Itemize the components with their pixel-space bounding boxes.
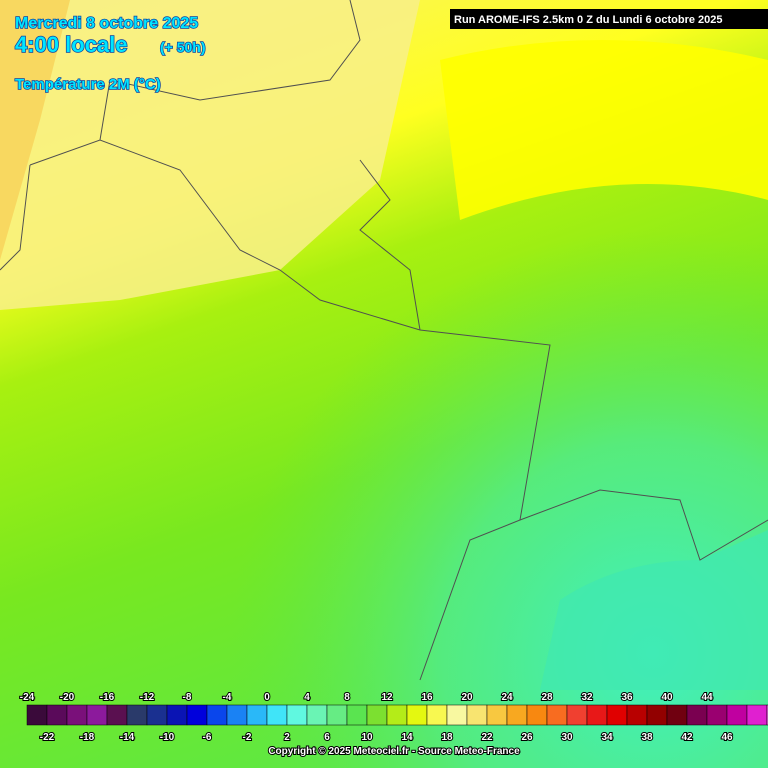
- run-box: [450, 9, 768, 29]
- legend-label: 46: [721, 732, 733, 743]
- legend-label: 28: [541, 692, 553, 703]
- legend-label: 22: [481, 732, 493, 743]
- legend-swatch: [126, 704, 148, 726]
- legend-swatch: [706, 704, 728, 726]
- legend-label: 16: [421, 692, 433, 703]
- legend-label: -12: [140, 692, 155, 703]
- legend-swatch: [726, 704, 748, 726]
- lead-time: (+ 50h): [160, 39, 206, 55]
- legend-label: -22: [40, 732, 55, 743]
- legend-swatch: [286, 704, 308, 726]
- variable: Température 2M (°C): [15, 76, 161, 93]
- legend-swatch: [506, 704, 528, 726]
- legend-label: -20: [60, 692, 75, 703]
- legend-swatch: [606, 704, 628, 726]
- legend-label: 0: [264, 692, 270, 703]
- legend-swatch: [146, 704, 168, 726]
- legend-swatch: [206, 704, 228, 726]
- legend-label: 36: [621, 692, 633, 703]
- legend-swatch: [526, 704, 548, 726]
- legend-label: 2: [284, 732, 290, 743]
- legend-label: 10: [361, 732, 373, 743]
- legend-label: -14: [120, 732, 135, 743]
- legend-swatch: [586, 704, 608, 726]
- legend-label: 34: [601, 732, 613, 743]
- legend-swatch: [226, 704, 248, 726]
- legend-swatch: [86, 704, 108, 726]
- legend-swatch: [386, 704, 408, 726]
- legend-swatch: [66, 704, 88, 726]
- legend-swatch: [246, 704, 268, 726]
- legend-label: 18: [441, 732, 453, 743]
- legend-label: -10: [160, 732, 175, 743]
- legend-swatch: [106, 704, 128, 726]
- legend-swatch: [746, 704, 768, 726]
- legend-swatch: [346, 704, 368, 726]
- legend-swatch: [366, 704, 388, 726]
- legend-label: 42: [681, 732, 693, 743]
- legend-label: 24: [501, 692, 513, 703]
- legend-swatch: [466, 704, 488, 726]
- legend-swatch: [566, 704, 588, 726]
- copyright: Copyright © 2025 Meteociel.fr - Source M…: [268, 746, 520, 757]
- legend-swatch: [546, 704, 568, 726]
- legend-label: 20: [461, 692, 473, 703]
- legend-swatch: [326, 704, 348, 726]
- legend-swatch: [486, 704, 508, 726]
- date: Mercredi 8 octobre 2025: [15, 15, 198, 32]
- legend-label: -6: [203, 732, 212, 743]
- legend-label: 8: [344, 692, 350, 703]
- time: 4:00 locale: [15, 32, 128, 57]
- legend-label: -2: [243, 732, 252, 743]
- legend-label: -4: [223, 692, 232, 703]
- legend-swatch: [426, 704, 448, 726]
- legend-swatch: [406, 704, 428, 726]
- borders: [0, 0, 768, 681]
- legend-swatch: [626, 704, 648, 726]
- legend-label: 14: [401, 732, 413, 743]
- legend-label: 38: [641, 732, 653, 743]
- legend-label: -16: [100, 692, 115, 703]
- legend-label: -8: [183, 692, 192, 703]
- alps-area: [540, 530, 768, 690]
- legend-label: 6: [324, 732, 330, 743]
- legend-label: 26: [521, 732, 533, 743]
- sea-area: [0, 0, 70, 260]
- legend-swatch: [26, 704, 48, 726]
- legend-swatch: [266, 704, 288, 726]
- legend-label: 32: [581, 692, 593, 703]
- legend-label: -24: [20, 692, 35, 703]
- legend-swatch: [46, 704, 68, 726]
- legend-swatch: [446, 704, 468, 726]
- legend-label: -18: [80, 732, 95, 743]
- legend-swatch: [166, 704, 188, 726]
- legend-swatch: [186, 704, 208, 726]
- legend: -24-22-20-18-16-14-12-10-8-6-4-202468101…: [19, 691, 768, 744]
- legend-swatch: [666, 704, 688, 726]
- legend-swatch: [686, 704, 708, 726]
- legend-label: 30: [561, 732, 573, 743]
- legend-label: 40: [661, 692, 673, 703]
- yellow-area: [440, 40, 768, 220]
- warm-area: [0, 0, 420, 310]
- legend-swatch: [646, 704, 668, 726]
- run-info: Run AROME-IFS 2.5km 0 Z du Lundi 6 octob…: [454, 14, 723, 26]
- legend-label: 12: [381, 692, 393, 703]
- legend-label: 44: [701, 692, 713, 703]
- legend-swatch: [306, 704, 328, 726]
- legend-label: 4: [304, 692, 310, 703]
